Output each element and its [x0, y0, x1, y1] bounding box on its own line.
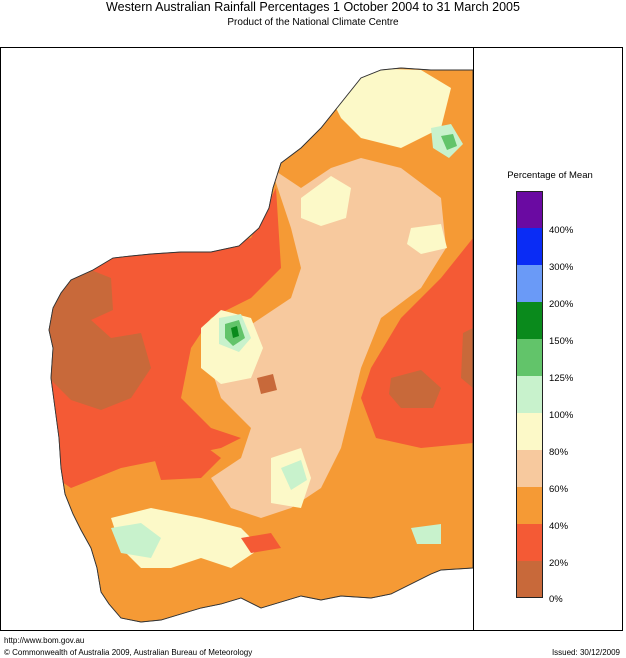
frame-divider	[473, 47, 474, 631]
legend-band-80-100	[516, 413, 543, 450]
region-80-100-upper	[301, 176, 351, 226]
legend-band-300-400	[516, 228, 543, 265]
region-80-100-upper-right	[407, 224, 447, 254]
legend-label-200: 200%	[549, 299, 574, 310]
region-20-40-south	[151, 443, 221, 480]
region-150-200-center	[231, 326, 239, 338]
legend-band-0-20	[516, 561, 543, 598]
region-0-20-east-edge	[461, 328, 473, 388]
region-20-40-southeast	[241, 533, 281, 553]
legend-label-100: 100%	[549, 410, 574, 421]
legend-band-400-plus	[516, 191, 543, 228]
region-125-150-northeast	[441, 134, 457, 150]
legend-title: Percentage of Mean	[507, 170, 593, 181]
legend-label-125: 125%	[549, 373, 574, 384]
region-100-125-south	[111, 523, 161, 558]
legend-band-100-125	[516, 376, 543, 413]
region-100-125-mid	[281, 460, 307, 490]
legend-band-20-40	[516, 524, 543, 561]
region-0-20-northwest	[49, 270, 151, 410]
map-frame	[0, 47, 623, 631]
legend-label-300: 300%	[549, 262, 574, 273]
legend-label-0: 0%	[549, 594, 563, 605]
region-20-40-east	[361, 238, 473, 448]
footer-issued-date: Issued: 30/12/2009	[551, 648, 620, 657]
legend-label-150: 150%	[549, 336, 574, 347]
legend-label-80: 80%	[549, 447, 569, 458]
region-100-125-southeast	[411, 524, 441, 544]
map-subtitle: Product of the National Climate Centre	[227, 17, 399, 28]
legend-band-150-200	[516, 302, 543, 339]
footer-copyright: © Commonwealth of Australia 2009, Austra…	[4, 648, 253, 657]
region-0-20-east	[389, 370, 441, 408]
legend-band-60-80	[516, 450, 543, 487]
legend-label-40: 40%	[549, 521, 569, 532]
region-60-80-central	[211, 158, 446, 518]
legend-band-125-150	[516, 339, 543, 376]
region-0-20-south-spot	[257, 374, 277, 394]
coastline	[48, 67, 473, 623]
legend-label-60: 60%	[549, 484, 569, 495]
legend-band-40-60	[516, 487, 543, 524]
footer-url: http://www.bom.gov.au	[4, 636, 85, 645]
map-title: Western Australian Rainfall Percentages …	[106, 0, 520, 14]
legend-label-20: 20%	[549, 558, 569, 569]
legend-band-200-300	[516, 265, 543, 302]
rainfall-map	[48, 67, 473, 623]
legend-label-400: 400%	[549, 225, 574, 236]
